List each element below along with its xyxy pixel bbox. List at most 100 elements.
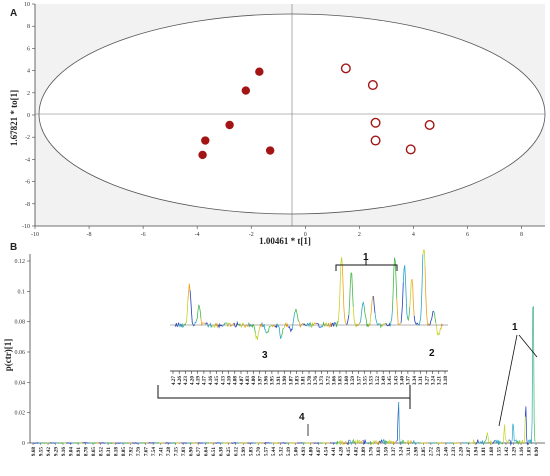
spectrum-segment xyxy=(252,442,256,444)
b-x-tick-label: 4.67 xyxy=(316,447,322,456)
spectrum-segment xyxy=(131,442,135,444)
inset-tick-label: 3.31 xyxy=(418,376,424,385)
b-x-tick-label: 7.67 xyxy=(143,447,149,456)
inset-segment xyxy=(383,322,387,325)
inset-segment xyxy=(352,306,356,325)
b-x-tick-label: 9.16 xyxy=(61,447,67,456)
inset-segment xyxy=(178,323,182,328)
inset-segment xyxy=(333,322,337,327)
b-x-tick-label: 4.80 xyxy=(309,447,315,456)
inset-segment xyxy=(235,320,239,328)
inset-segment xyxy=(307,322,311,328)
inset-segment xyxy=(213,322,217,329)
spectrum-segment xyxy=(307,442,311,444)
inset-segment xyxy=(396,298,399,325)
spectrum-trace xyxy=(32,306,536,447)
b-x-tick-label: 4.41 xyxy=(331,447,337,456)
annotation-4: 4 xyxy=(299,412,305,423)
inset-segment xyxy=(298,321,302,328)
inset-segment xyxy=(392,257,395,311)
spectrum-segment xyxy=(241,442,245,444)
inset-segment xyxy=(415,322,419,326)
spectrum-segment xyxy=(214,442,218,444)
point-open xyxy=(370,135,381,146)
b-x-tick-label: 3.89 xyxy=(361,447,367,456)
spectrum-segment xyxy=(170,442,174,444)
inset-segment xyxy=(250,323,254,329)
inset-segment xyxy=(291,312,295,330)
inset-segment xyxy=(313,322,317,324)
spectrum-segment xyxy=(35,442,39,444)
inset-segment xyxy=(424,266,428,322)
inset-segment xyxy=(407,306,411,322)
inset-tick-label: 3.66 xyxy=(332,376,338,385)
spectrum-segment xyxy=(272,442,276,444)
spectrum-segment xyxy=(516,440,521,446)
spectrum-segment xyxy=(406,440,411,445)
inset-segment xyxy=(368,316,372,328)
inset-segment xyxy=(420,254,424,318)
inset-segment xyxy=(252,323,256,333)
inset-tick-label: 3.91 xyxy=(276,376,282,385)
spectrum-segment xyxy=(299,442,303,444)
spectrum-segment xyxy=(365,442,369,445)
inset-segment xyxy=(381,323,385,328)
y-tick-label: -2 xyxy=(25,135,30,141)
inset-segment xyxy=(270,324,274,328)
spectrum-segment xyxy=(505,439,510,444)
y-tick-label: 2 xyxy=(27,91,30,97)
inset-segment xyxy=(357,322,361,327)
b-x-tick-label: 6.25 xyxy=(226,447,232,456)
inset-segment xyxy=(400,282,404,323)
point-filled xyxy=(198,150,207,160)
spectrum-segment xyxy=(351,438,356,445)
x-tick-label: -6 xyxy=(141,232,146,238)
inset-segment xyxy=(209,322,213,329)
inset-segment xyxy=(394,257,398,299)
b-x-tick-label: 1.94 xyxy=(474,447,480,456)
inset-segment xyxy=(346,314,350,325)
inset-segment xyxy=(278,327,282,339)
spectrum-segment xyxy=(414,442,419,445)
inset-segment xyxy=(259,322,263,329)
inset-segment xyxy=(365,320,369,328)
y-tick-label: 6 xyxy=(27,46,30,52)
spectrum-segment xyxy=(142,442,146,444)
spectrum-segment xyxy=(263,442,267,444)
spectrum-segment xyxy=(203,442,207,444)
b-x-axis-ticks: 9.68 9.55 9.42 9.29 9.16 9.04 8.91 8.78 8.65 8.52… xyxy=(31,443,540,456)
b-x-tick-label: 2.46 xyxy=(444,447,450,456)
inset-tick-label: 3.78 xyxy=(307,376,313,385)
spectrum-segment xyxy=(324,442,328,444)
spectrum-segment xyxy=(129,442,133,444)
inset-tick-label: 3.45 xyxy=(387,376,393,385)
spectrum-segment xyxy=(98,442,102,444)
inset-segment xyxy=(431,310,434,320)
b-x-tick-label: 6.38 xyxy=(218,447,224,456)
spectrum-segment xyxy=(439,442,443,444)
inset-bracket xyxy=(157,385,411,409)
inset-tick-label: 3.72 xyxy=(325,376,331,385)
spectrum-segment xyxy=(156,442,160,444)
spectrum-segment xyxy=(321,442,325,444)
inset-tick-label: 4.08 xyxy=(233,376,239,385)
inset-segment xyxy=(191,322,195,327)
b-x-tick-label: 4.15 xyxy=(346,447,352,456)
b-x-tick-label: 2.33 xyxy=(451,447,457,456)
y-tick-label: 10 xyxy=(24,2,30,8)
inset-segment xyxy=(374,312,378,325)
spectrum-segment xyxy=(79,442,83,444)
annotation-1-pointer-left xyxy=(498,334,518,427)
b-x-tick-label: 5.57 xyxy=(264,447,270,456)
inset-segment xyxy=(337,283,341,324)
inset-segment xyxy=(372,295,376,314)
inset-tick-label: 3.49 xyxy=(381,376,387,385)
inset-segment xyxy=(350,272,354,307)
point-filled xyxy=(241,86,251,95)
spectrum-segment xyxy=(148,442,152,444)
y-tick-label: 0 xyxy=(27,113,30,119)
point-open xyxy=(405,144,416,155)
inset-segment xyxy=(389,309,393,327)
spectrum-segment xyxy=(409,440,413,445)
spectrum-segment xyxy=(340,440,345,446)
